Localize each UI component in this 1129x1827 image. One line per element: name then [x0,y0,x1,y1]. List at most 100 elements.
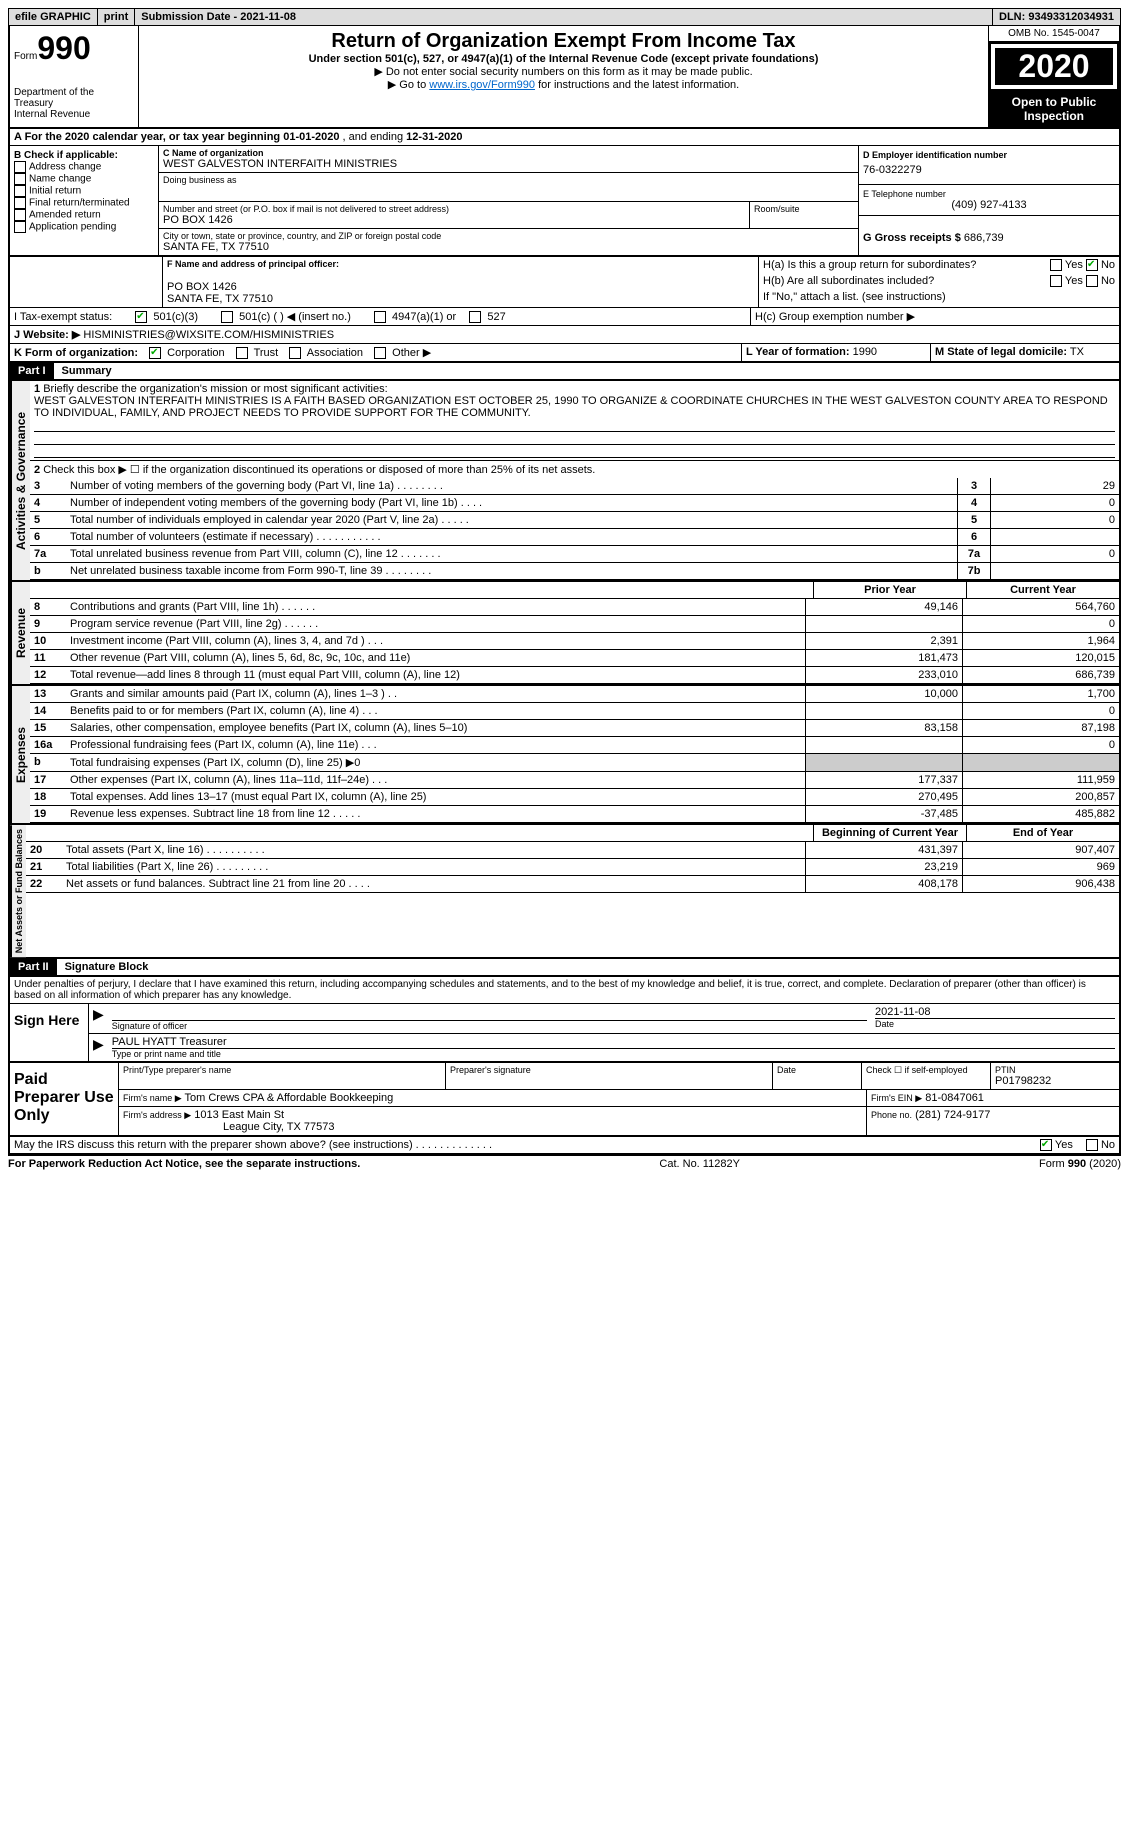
cb-name[interactable] [14,173,26,185]
ha-label: H(a) Is this a group return for subordin… [759,257,1046,273]
prior-val: 23,219 [805,859,962,875]
year-formation-label: L Year of formation: [746,346,850,358]
ein-value: 76-0322279 [863,160,1115,180]
tax-status-label: I Tax-exempt status: [14,311,112,323]
firm-phone: (281) 724-9177 [915,1109,990,1121]
line-num: 10 [30,633,66,649]
side-governance: Activities & Governance [10,381,30,580]
org-name-label: C Name of organization [163,148,854,158]
prior-val: 83,158 [805,720,962,736]
irs-link[interactable]: www.irs.gov/Form990 [429,79,535,91]
firm-ein: 81-0847061 [925,1092,984,1104]
cb-501c3[interactable] [135,311,147,323]
line-box: 4 [957,495,990,511]
dln-value: 93493312034931 [1028,11,1114,23]
line-box: 7a [957,546,990,562]
gov-line: 4Number of independent voting members of… [30,495,1119,512]
current-val: 1,700 [962,686,1119,702]
prior-val: 49,146 [805,599,962,615]
line-i: I Tax-exempt status: 501(c)(3) 501(c) ( … [8,308,1121,326]
data-line: 11Other revenue (Part VIII, column (A), … [30,650,1119,667]
current-val: 87,198 [962,720,1119,736]
data-line: 20Total assets (Part X, line 16) . . . .… [26,842,1119,859]
line-box: 6 [957,529,990,545]
cb-527[interactable] [469,311,481,323]
dba-label: Doing business as [163,175,854,185]
gross-label: G Gross receipts $ [863,232,961,244]
cb-other[interactable] [374,347,386,359]
cb-amended[interactable] [14,209,26,221]
discuss-label: May the IRS discuss this return with the… [10,1137,1036,1153]
footer-left: For Paperwork Reduction Act Notice, see … [8,1158,360,1170]
arrow-icon-2: ▶ [89,1034,108,1061]
cb-501c[interactable] [221,311,233,323]
cb-initial[interactable] [14,185,26,197]
prior-year-header: Prior Year [813,582,966,598]
header-right: OMB No. 1545-0047 2020 Open to Public In… [988,26,1119,127]
line-num: 17 [30,772,66,788]
officer-label: F Name and address of principal officer: [167,259,754,269]
line-num: 11 [30,650,66,666]
box-c: C Name of organization WEST GALVESTON IN… [159,146,858,255]
hb-no-label: No [1101,275,1115,287]
header-sub1: Under section 501(c), 527, or 4947(a)(1)… [143,53,984,65]
current-val: 0 [962,616,1119,632]
opt-501c: 501(c) ( ) ◀ (insert no.) [239,311,351,323]
sub3-post: for instructions and the latest informat… [535,79,739,91]
submission-date: 2021-11-08 [240,11,296,23]
hb-yes[interactable] [1050,275,1062,287]
dln-label: DLN: [999,11,1025,23]
data-line: 8Contributions and grants (Part VIII, li… [30,599,1119,616]
cb-address[interactable] [14,161,26,173]
street-value: PO BOX 1426 [163,214,745,226]
phone-label: E Telephone number [863,189,1115,199]
cb-corp[interactable] [149,347,161,359]
form-word: Form [14,51,37,62]
line-label: Total unrelated business revenue from Pa… [66,546,957,562]
discuss-no[interactable] [1086,1139,1098,1151]
section-governance: Activities & Governance 1 Briefly descri… [8,381,1121,582]
q2-label: Check this box ▶ ☐ if the organization d… [43,464,595,476]
side-revenue: Revenue [10,582,30,684]
line-num: 6 [30,529,66,545]
prep-sig-label: Preparer's signature [446,1063,773,1089]
sig-officer-label: Signature of officer [112,1021,867,1031]
part2-decl: Under penalties of perjury, I declare th… [8,977,1121,1004]
footer-mid: Cat. No. 11282Y [659,1158,740,1170]
line-klm: K Form of organization: Corporation Trus… [8,344,1121,363]
discuss-yes[interactable] [1040,1139,1052,1151]
line-val: 0 [990,495,1119,511]
line-box: 5 [957,512,990,528]
cb-final[interactable] [14,197,26,209]
firm-addr1: 1013 East Main St [194,1109,284,1121]
cb-assoc[interactable] [289,347,301,359]
prior-val [805,754,962,771]
line-num: 18 [30,789,66,805]
line-num: 9 [30,616,66,632]
ha-no[interactable] [1086,259,1098,271]
cb-4947[interactable] [374,311,386,323]
hb2-label: If "No," attach a list. (see instruction… [759,289,1119,305]
line-num: 5 [30,512,66,528]
line-val [990,529,1119,545]
current-val: 111,959 [962,772,1119,788]
ha-yes[interactable] [1050,259,1062,271]
form-header: Form990 Department of the Treasury Inter… [8,26,1121,129]
cb-trust[interactable] [236,347,248,359]
open-public: Open to Public Inspection [989,91,1119,127]
dept-label: Department of the Treasury Internal Reve… [14,87,134,120]
print-button[interactable]: print [98,9,135,25]
year-formation: 1990 [853,346,877,358]
footer-right: Form 990 (2020) [1039,1158,1121,1170]
net-col-header: Beginning of Current Year End of Year [26,825,1119,842]
firm-phone-label: Phone no. [871,1110,912,1120]
ptin-label: PTIN [995,1065,1115,1075]
cb-address-label: Address change [29,162,101,173]
cb-pending[interactable] [14,221,26,233]
form-title: Return of Organization Exempt From Incom… [143,30,984,53]
line-label: Total expenses. Add lines 13–17 (must eq… [66,789,805,805]
hb-no[interactable] [1086,275,1098,287]
cb-amended-label: Amended return [29,210,101,221]
line-num: 13 [30,686,66,702]
discuss-no-label: No [1101,1139,1115,1151]
